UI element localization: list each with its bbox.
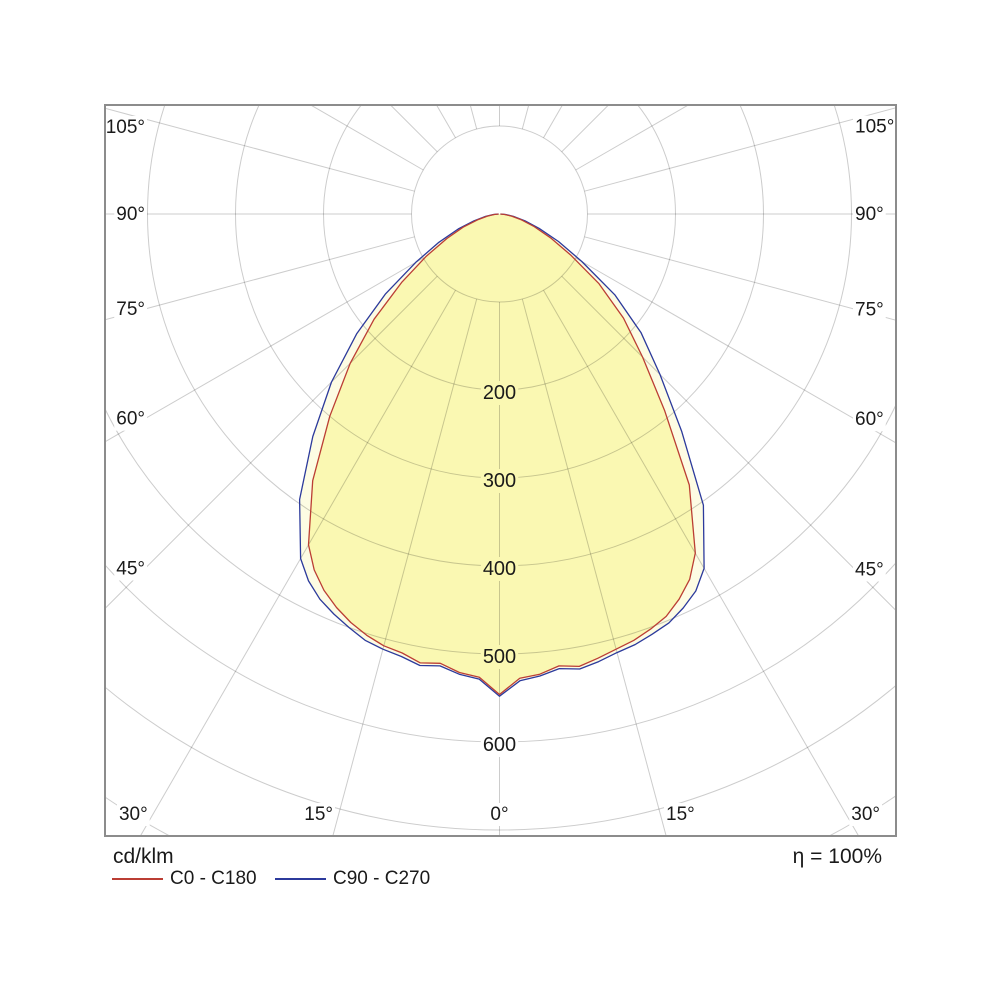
tick-label: 30°: [119, 804, 148, 825]
tick-label-bg: [114, 298, 147, 321]
curve-C90-C270: [298, 213, 705, 697]
tick-label: 15°: [304, 804, 333, 825]
grid-ray-255: [105, 107, 415, 192]
grid-ray-225: [389, 105, 438, 153]
curve-C0-C180: [307, 213, 696, 696]
legend-label-c90-c270: C90 - C270: [333, 868, 431, 889]
tick-label-bg: [302, 803, 335, 826]
grid-ray-45: [561, 275, 896, 612]
c90-c270-line-icon: [275, 878, 326, 880]
tick-label-bg: [105, 116, 147, 139]
c0-c180-line-icon: [112, 878, 163, 880]
tick-label: 45°: [855, 560, 884, 581]
efficiency-label: η = 100%: [792, 845, 882, 868]
tick-label: 300: [483, 470, 516, 492]
grid-ray-330: [139, 289, 456, 836]
tick-label-bg: [664, 803, 697, 826]
legend-label-c0-c180: C0 - C180: [170, 868, 257, 889]
unit-label: cd/klm: [113, 845, 174, 868]
tick-label-bg: [114, 407, 147, 431]
tick-label-bg: [849, 803, 883, 826]
grid-ray-195: [469, 105, 478, 130]
diagram-frame: [104, 104, 897, 837]
grid-circle-100: [411, 125, 588, 303]
grid-ray-150: [543, 105, 564, 139]
grid-ray-240: [309, 105, 424, 171]
grid-ray-345: [332, 298, 478, 836]
tick-label: 60°: [855, 409, 884, 430]
tick-label-bg: [488, 803, 511, 826]
tick-label: 75°: [116, 299, 145, 320]
tick-label: 15°: [666, 804, 695, 825]
tick-label-bg: [480, 469, 519, 493]
legend-item-c0-c180: C0 - C180: [112, 868, 257, 890]
tick-label-bg: [853, 115, 896, 139]
grid-circle-700: [105, 684, 896, 831]
grid-ray-60: [575, 257, 896, 444]
tick-label-bg: [114, 203, 147, 226]
grid-ray-135: [561, 105, 610, 153]
tick-label: 200: [483, 382, 516, 404]
tick-label-bg: [480, 557, 519, 581]
tick-label-bg: [480, 645, 519, 669]
tick-label: 600: [483, 734, 516, 756]
tick-label: 400: [483, 558, 516, 580]
grid-ray-30: [543, 289, 860, 836]
tick-label: 90°: [855, 204, 884, 225]
tick-label-bg: [116, 803, 150, 826]
grid-ray-165: [521, 105, 530, 130]
tick-label: 0°: [490, 804, 508, 825]
tick-label: 90°: [116, 204, 145, 225]
tick-label-bg: [480, 733, 519, 757]
grid-ray-120: [575, 105, 690, 171]
grid-ray-210: [435, 105, 456, 139]
fill-region-C0-C180: [308, 214, 696, 695]
tick-label-bg: [114, 557, 147, 581]
tick-label: 30°: [851, 804, 880, 825]
tick-label: 60°: [116, 409, 145, 430]
tick-label: 105°: [106, 117, 145, 138]
tick-label-bg: [480, 381, 519, 405]
grid-ray-315: [105, 275, 438, 610]
grid-ray-15: [521, 298, 667, 836]
tick-label: 75°: [855, 299, 884, 320]
tick-label: 105°: [855, 117, 894, 138]
legend-item-c90-c270: C90 - C270: [275, 868, 430, 890]
tick-label-bg: [853, 203, 886, 226]
tick-label-bg: [853, 408, 886, 432]
tick-label: 45°: [116, 559, 145, 580]
grid-ray-285: [105, 236, 415, 321]
tick-label: 500: [483, 646, 516, 668]
grid-ray-300: [105, 257, 424, 443]
tick-label-bg: [853, 298, 886, 322]
grid-ray-105: [584, 107, 896, 192]
tick-label-bg: [853, 558, 886, 582]
grid-ray-75: [584, 236, 896, 321]
